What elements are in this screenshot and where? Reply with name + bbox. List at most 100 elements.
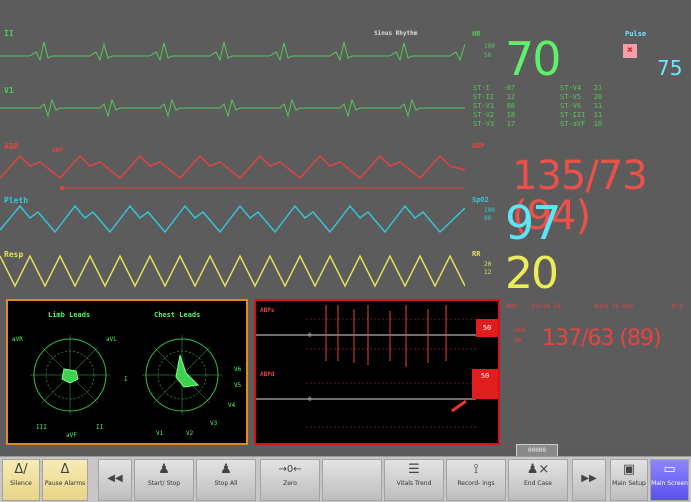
- empty-button[interactable]: [322, 459, 382, 501]
- fast-forward-icon: ▶▶: [581, 473, 597, 484]
- stop-all-label: Stop All: [214, 480, 238, 487]
- limb-label-avr: aVR: [12, 336, 23, 343]
- chest-leads-title: Chest Leads: [154, 311, 201, 319]
- heart-icon: ✖: [623, 44, 637, 58]
- recordings-icon: ⟟: [473, 462, 479, 477]
- hr-scale-lo: 50: [484, 52, 492, 59]
- ecg-ii-waveform: [0, 41, 465, 62]
- end-case-icon: ♟×: [526, 462, 550, 477]
- ecg-lead-ii-label: II: [4, 29, 14, 38]
- limb-leads-title: Limb Leads: [48, 311, 91, 319]
- pause-alarms-label: Pause Alarms: [44, 480, 86, 487]
- bottom-toolbar: Δ/ Silence Δ Pause Alarms ◀◀ ♟ Start/ St…: [0, 456, 691, 502]
- pause-alarms-button[interactable]: Δ Pause Alarms: [42, 459, 88, 501]
- zero-icon: →0←: [278, 464, 302, 475]
- nbp-time: 0:0: [672, 303, 683, 310]
- scroll-right-button[interactable]: ▶▶: [572, 459, 606, 501]
- spo2-value: 97: [505, 196, 562, 250]
- vitals-trend-label: Vitals Trend: [396, 480, 432, 487]
- silence-label: Silence: [10, 480, 32, 487]
- chest-label-v1: V1: [156, 430, 164, 437]
- main-screen-label: Main Screen: [651, 480, 688, 487]
- rr-scale-lo: 12: [484, 269, 492, 276]
- start-stop-button[interactable]: ♟ Start/ Stop: [134, 459, 194, 501]
- limb-label-ii: II: [96, 424, 104, 431]
- nbp-label: NBP: [506, 303, 517, 310]
- zero-button[interactable]: →0← Zero: [260, 459, 320, 501]
- limb-leads-vector-loop: [30, 335, 110, 415]
- silence-button[interactable]: Δ/ Silence: [2, 459, 40, 501]
- nbp-icon: ♟: [158, 462, 170, 477]
- spo2-label: SpO2: [472, 196, 489, 204]
- resp-waveform: [0, 254, 465, 288]
- alarm-icon: Δ: [60, 462, 70, 477]
- abp-waveform: [0, 154, 465, 190]
- ecg-lead-v1-label: V1: [4, 86, 14, 95]
- silence-icon: Δ/: [14, 462, 28, 477]
- abp-value: 135/73 (94): [512, 153, 648, 239]
- st-values-right: ST-V4 21 ST-V5 20 ST-V6 11 ST-III 11 ST-…: [560, 84, 603, 128]
- abp-alarm-box-1[interactable]: 50: [476, 319, 498, 337]
- hr-scale-hi: 100: [484, 43, 495, 50]
- nbp-stop-icon: ♟: [220, 462, 232, 477]
- rhythm-label: Sinus Rhythm: [374, 30, 418, 37]
- chest-label-v5: V5: [234, 382, 242, 389]
- abp-wave-label: ABP: [4, 142, 19, 151]
- pulse-value: 75: [657, 56, 683, 80]
- pleth-waveform: [0, 204, 465, 234]
- limb-label-iii: III: [36, 424, 47, 431]
- abp-zero-1: 0: [308, 332, 312, 339]
- chest-label-v3: V3: [210, 420, 218, 427]
- chest-label-v4: V4: [228, 402, 236, 409]
- recordings-label: Record- ings: [457, 480, 495, 487]
- resp-wave-label: Resp: [4, 250, 24, 259]
- nbp-scale-hi: 160: [514, 327, 525, 334]
- abpd-label: ABPd: [260, 371, 275, 378]
- st-values-left: ST-I -07 ST-II 12 ST-V1 08 ST-V2 18 ST-V…: [473, 84, 516, 128]
- main-screen-button[interactable]: ▭ Main Screen: [650, 459, 689, 501]
- abp-alarm-box-2[interactable]: 50: [472, 369, 498, 399]
- trend-icon: ☰: [408, 462, 420, 477]
- pleth-wave-label: Pleth: [4, 196, 29, 205]
- recordings-button[interactable]: ⟟ Record- ings: [446, 459, 506, 501]
- screen-icon: ▭: [663, 462, 676, 477]
- main-setup-label: Main Setup: [612, 480, 646, 487]
- ecg-v1-waveform: [0, 98, 465, 118]
- scroll-left-button[interactable]: ◀◀: [98, 459, 132, 501]
- nbp-scale-lo: 90: [514, 337, 522, 344]
- abp-value-label: ABP: [472, 142, 485, 150]
- rewind-icon: ◀◀: [107, 473, 123, 484]
- pulse-label: Pulse: [625, 30, 647, 38]
- stop-all-button[interactable]: ♟ Stop All: [196, 459, 256, 501]
- abp-trend-panel[interactable]: ABPs ABPd 50 50 0 0: [254, 299, 500, 445]
- ecg-vector-panel[interactable]: Limb Leads Chest Leads aVR aVL I aVF II …: [6, 299, 248, 445]
- abp-zero-2: 0: [308, 396, 312, 403]
- chest-leads-vector-loop: [142, 335, 222, 415]
- vitals-trend-button[interactable]: ☰ Vitals Trend: [384, 459, 444, 501]
- start-stop-label: Start/ Stop: [147, 480, 181, 487]
- end-case-button[interactable]: ♟× End Case: [508, 459, 568, 501]
- end-case-label: End Case: [524, 480, 552, 487]
- limb-label-avf: aVF: [66, 432, 77, 439]
- abps-label: ABPs: [260, 307, 275, 314]
- limb-label-i: I: [124, 376, 128, 383]
- nbp-value: 137/63 (89): [542, 326, 662, 351]
- zero-label: Zero: [283, 480, 297, 487]
- limb-label-avl: aVL: [106, 336, 117, 343]
- hr-label: HR: [472, 30, 481, 38]
- rr-value: 20: [505, 248, 559, 299]
- chest-label-v6: V6: [234, 366, 242, 373]
- monitor-screen: II Sinus Rhythm V1 ABP ABP Pleth Resp HR…: [0, 29, 683, 445]
- abp-trend-graph: [256, 305, 476, 428]
- rr-label: RR: [472, 250, 481, 258]
- rr-scale-hi: 20: [484, 261, 492, 268]
- chest-label-v2: V2: [186, 430, 194, 437]
- setup-icon: ▣: [622, 462, 636, 477]
- spo2-scale-hi: 100: [484, 207, 495, 214]
- nbp-pulse: Pulse 21: [532, 303, 561, 310]
- abp-wave-inner-label: ABP: [52, 147, 63, 154]
- hr-value: 70: [505, 32, 562, 86]
- main-setup-button[interactable]: ▣ Main Setup: [610, 459, 648, 501]
- spo2-scale-lo: 90: [484, 215, 492, 222]
- nbp-mode: Auto 15 min: [594, 303, 634, 310]
